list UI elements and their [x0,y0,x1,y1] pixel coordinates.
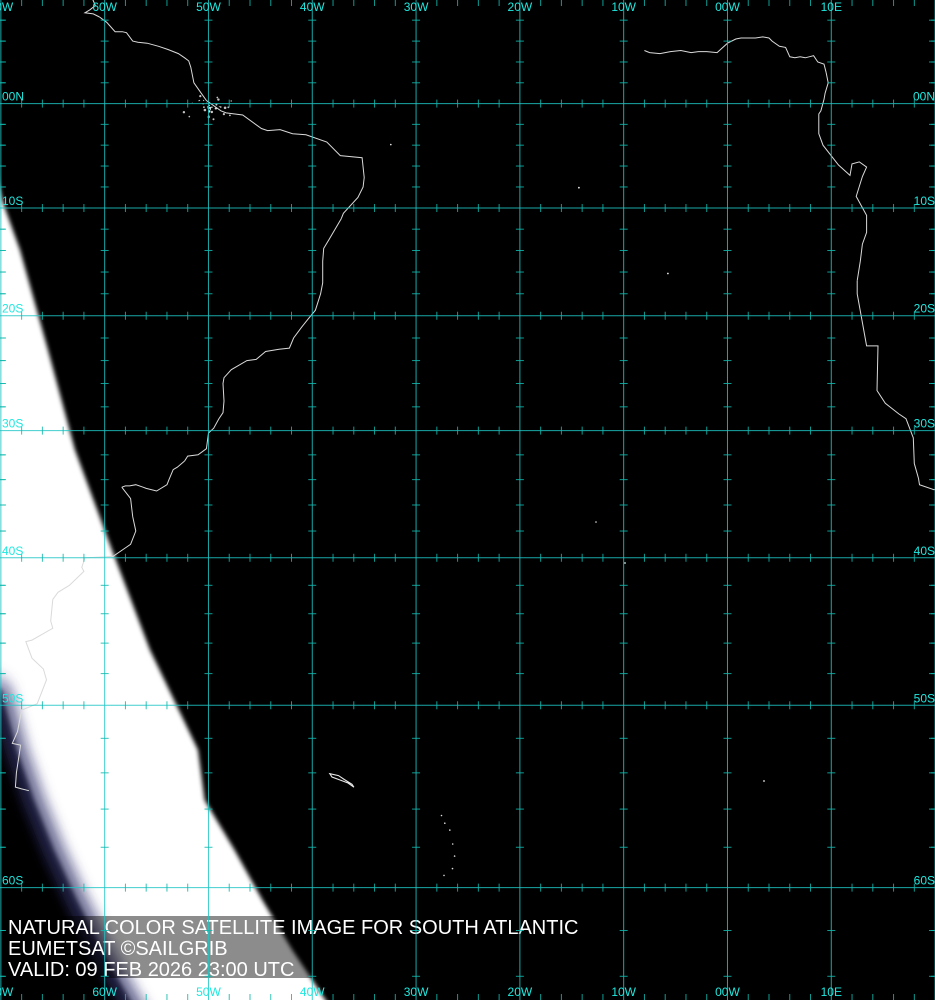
svg-text:10E: 10E [821,0,842,14]
svg-text:NATURAL COLOR SATELLITE IMAGE: NATURAL COLOR SATELLITE IMAGE FOR SOUTH … [8,917,578,939]
svg-text:00N: 00N [913,90,935,104]
svg-text:30W: 30W [404,985,429,999]
svg-text:50S: 50S [2,691,23,705]
svg-text:10E: 10E [821,985,842,999]
svg-text:00W: 00W [715,0,740,14]
svg-text:10W: 10W [611,0,636,14]
svg-text:20W: 20W [508,985,533,999]
svg-text:10S: 10S [2,194,23,208]
svg-text:60W: 60W [92,985,117,999]
svg-text:10S: 10S [914,194,935,208]
svg-text:20W: 20W [508,0,533,14]
svg-text:50S: 50S [914,691,935,705]
svg-text:VALID: 09 FEB 2026 23:00 UTC: VALID: 09 FEB 2026 23:00 UTC [8,959,294,981]
svg-text:60W: 60W [92,0,117,14]
svg-text:00W: 00W [715,985,740,999]
svg-text:30S: 30S [914,417,935,431]
svg-text:40W: 40W [300,985,325,999]
svg-text:40S: 40S [2,544,23,558]
svg-text:60S: 60S [2,874,23,888]
svg-text:40W: 40W [300,0,325,14]
svg-text:30W: 30W [404,0,429,14]
svg-text:00N: 00N [2,90,24,104]
svg-text:50W: 50W [196,985,221,999]
svg-text:70W: 70W [0,985,14,999]
svg-text:40S: 40S [914,544,935,558]
svg-text:30S: 30S [2,417,23,431]
svg-text:10W: 10W [611,985,636,999]
svg-text:EUMETSAT ©SAILGRIB: EUMETSAT ©SAILGRIB [8,938,228,960]
svg-text:70W: 70W [0,0,14,14]
svg-text:60S: 60S [914,874,935,888]
svg-text:50W: 50W [196,0,221,14]
svg-text:20S: 20S [2,302,23,316]
svg-text:20S: 20S [914,302,935,316]
